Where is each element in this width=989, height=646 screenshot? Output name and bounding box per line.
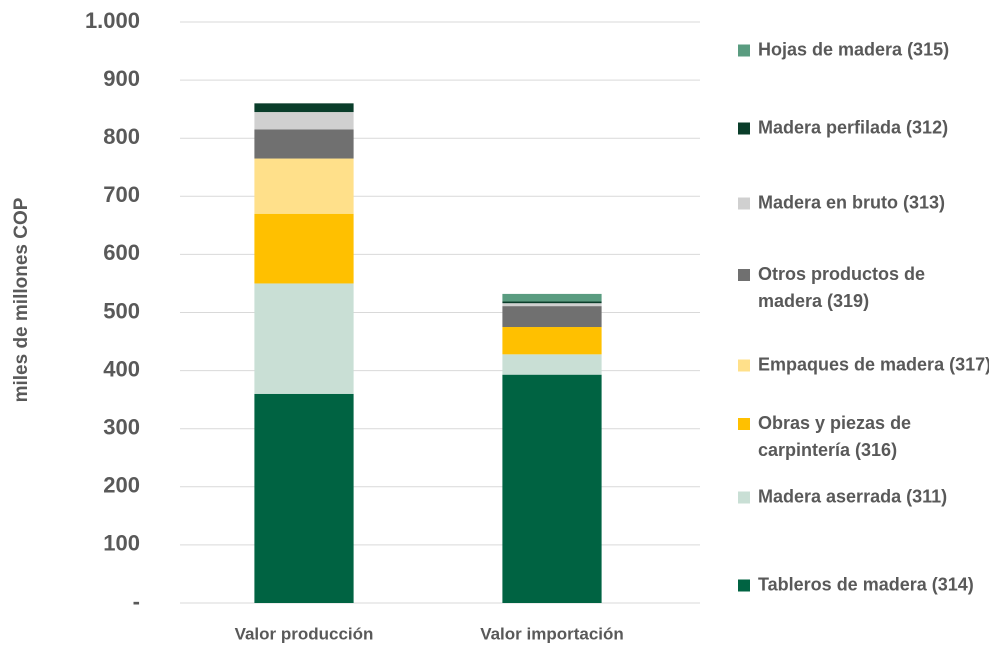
y-tick-label: 600 — [103, 240, 140, 265]
legend-swatch — [738, 491, 750, 504]
bar-segment — [254, 283, 354, 394]
bar-segment — [502, 303, 602, 307]
bar-segment — [254, 158, 354, 214]
legend-swatch — [738, 197, 750, 210]
legend-label: Tableros de madera (314) — [758, 574, 974, 595]
bar-segment — [502, 374, 602, 603]
bar-segment — [502, 327, 602, 355]
legend-swatch — [738, 44, 750, 57]
legend-swatch — [738, 579, 750, 592]
y-tick-label: 900 — [103, 66, 140, 91]
bar-segment — [502, 354, 602, 375]
y-tick-label: 1.000 — [85, 8, 140, 33]
y-tick-label: 300 — [103, 415, 140, 440]
legend-item: Hojas de madera (315) — [738, 37, 989, 64]
bar-segment — [254, 103, 354, 113]
legend-swatch — [738, 122, 750, 135]
legend-label: Madera perfilada (312) — [758, 117, 949, 138]
legend-label: Empaques de madera (317) — [758, 354, 989, 375]
legend-item: Empaques de madera (317) — [738, 352, 989, 379]
bar-segment — [254, 213, 354, 284]
legend-item: Madera aserrada (311) — [738, 484, 989, 511]
bar-segment — [502, 301, 602, 304]
y-tick-label: 700 — [103, 182, 140, 207]
bar-segment — [254, 129, 354, 159]
legend-swatch — [738, 359, 750, 372]
y-tick-label: 800 — [103, 124, 140, 149]
legend-item: Tableros de madera (314) — [738, 572, 989, 599]
legend-item: Otros productos de madera (319) — [738, 261, 989, 315]
legend-swatch — [738, 418, 750, 430]
legend-item: Madera perfilada (312) — [738, 115, 989, 142]
legend-label: Otros productos de madera (319) — [758, 264, 926, 311]
legend-item: Obras y piezas de carpintería (316) — [738, 410, 989, 464]
legend-item: Madera en bruto (313) — [738, 190, 989, 217]
y-axis-label: miles de millones COP — [11, 197, 32, 402]
x-tick-label: Valor importación — [480, 624, 624, 643]
legend-swatch — [738, 269, 750, 281]
bar-segment — [502, 306, 602, 328]
legend-label: Madera en bruto (313) — [758, 192, 946, 213]
x-tick-label: Valor producción — [235, 624, 374, 643]
y-tick-label: 200 — [103, 473, 140, 498]
y-tick-label: 100 — [103, 531, 140, 556]
legend-label: Obras y piezas de carpintería (316) — [758, 413, 912, 460]
y-tick-label: 500 — [103, 298, 140, 323]
legend-label: Hojas de madera (315) — [758, 39, 950, 60]
y-tick-label: 400 — [103, 356, 140, 381]
bar-segment — [254, 393, 354, 603]
legend-label: Madera aserrada (311) — [758, 486, 948, 507]
bar-segment — [254, 112, 354, 130]
y-tick-label: - — [133, 589, 140, 614]
bar-segment — [502, 293, 602, 302]
